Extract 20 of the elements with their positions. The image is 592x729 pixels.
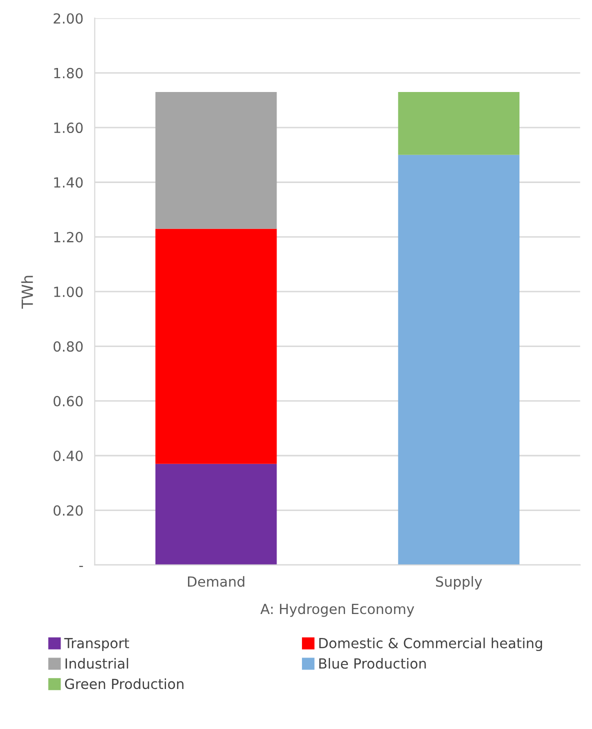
y-tick-label: 1.20 [54, 232, 83, 242]
y-tick-label: 0.80 [54, 341, 83, 352]
y-tick-label: 1.00 [54, 286, 83, 298]
legend-label: Transport [64, 638, 130, 652]
y-tick-label: - [79, 566, 83, 568]
y-tick-label: 0.40 [54, 450, 83, 462]
x-tick-label: Demand [188, 576, 244, 587]
legend-label: Blue Production [319, 658, 426, 669]
y-tick-label: 0.60 [54, 396, 83, 406]
legend-label: Industrial [66, 658, 128, 669]
x-axis-title: A: Hydrogen Economy [260, 603, 414, 617]
y-tick-label: 1.60 [54, 122, 83, 134]
x-tick-label: Supply [436, 576, 482, 590]
y-tick-label: 1.40 [54, 177, 83, 188]
legend-label: Domestic & Commercial heating [319, 638, 542, 652]
y-axis-title: TWh [21, 276, 33, 309]
legend-label: Green Production [65, 678, 184, 690]
y-tick-label: 0.20 [54, 505, 83, 516]
y-tick-label: 2.00 [54, 13, 83, 24]
y-tick-label: 1.80 [54, 68, 83, 78]
